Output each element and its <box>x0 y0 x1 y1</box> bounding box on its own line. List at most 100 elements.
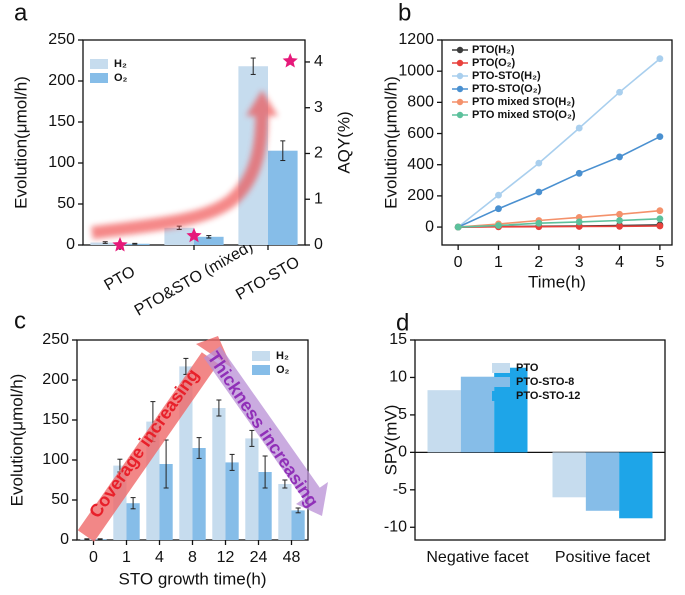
error-bar <box>262 455 268 489</box>
series-line <box>457 58 661 228</box>
bar <box>278 484 292 540</box>
bar <box>164 227 194 245</box>
x-tick-label: Positive facet <box>555 549 651 566</box>
y-tick-label: -5 <box>393 481 407 498</box>
y-tick-label: 600 <box>407 125 434 142</box>
y2-tick-label: 0 <box>314 236 323 253</box>
y2-tick-label: 4 <box>314 53 323 70</box>
x-tick-label: PTO&STO (mixed) <box>132 238 256 320</box>
y-tick-label: 5 <box>398 406 407 423</box>
trend-arrow <box>91 90 278 240</box>
y-tick-label: -10 <box>384 518 407 535</box>
arrow-head <box>246 90 278 116</box>
legend-marker <box>456 72 464 80</box>
bar <box>291 510 305 540</box>
data-point <box>616 88 623 96</box>
y-tick-label: 800 <box>407 94 434 111</box>
x-tick-label: 0 <box>454 254 463 271</box>
y-tick-label: 0 <box>398 444 407 461</box>
series-line <box>458 209 660 228</box>
legend-label: PTO(O₂) <box>472 57 516 69</box>
aqy-marker <box>112 237 128 252</box>
y-axis-label: Evolution(μmol/h) <box>381 76 400 209</box>
x-tick-label: 1 <box>122 549 131 566</box>
data-point <box>575 169 583 177</box>
bar <box>268 150 298 245</box>
bar <box>258 472 272 540</box>
legend-marker <box>456 98 464 106</box>
data-point <box>535 159 543 167</box>
x-tick-label: 0 <box>89 549 98 566</box>
legend-label: PTO-STO-12 <box>516 390 580 402</box>
arrow-head <box>296 482 328 516</box>
data-point <box>616 217 623 224</box>
y-tick-label: 250 <box>48 31 75 48</box>
legend-swatch <box>492 363 510 373</box>
thickness-arrow <box>203 346 328 516</box>
data-point <box>535 188 543 196</box>
y-tick-label: 400 <box>407 156 434 173</box>
x-tick-label: 2 <box>534 254 543 271</box>
y-tick-label: 10 <box>389 369 407 386</box>
plot-frame <box>414 339 666 541</box>
error-bar <box>196 437 202 459</box>
data-point <box>656 133 664 141</box>
y2-tick-label: 1 <box>314 190 323 207</box>
legend-marker <box>456 59 464 67</box>
error-bar <box>229 453 235 471</box>
y-tick-label: 250 <box>42 331 69 348</box>
x-tick-label: 5 <box>655 254 664 271</box>
legend-swatch <box>492 391 510 401</box>
x-tick-label: 1 <box>494 254 503 271</box>
x-tick-label: 48 <box>283 549 301 566</box>
y-tick-label: 0 <box>60 531 69 548</box>
y-tick-label: 1200 <box>398 31 434 48</box>
y2-tick-label: 2 <box>314 145 323 162</box>
data-point <box>656 215 664 223</box>
error-bar <box>130 497 136 510</box>
x-tick-label: Negative facet <box>426 549 529 566</box>
error-bar <box>295 507 301 514</box>
panel-label: a <box>14 0 28 26</box>
x-tick-label: 12 <box>217 549 235 566</box>
bar <box>225 462 239 540</box>
y-tick-label: 15 <box>389 331 407 348</box>
error-bar <box>280 140 286 162</box>
legend-swatch <box>90 73 108 83</box>
data-point <box>535 219 543 227</box>
data-point <box>495 222 502 229</box>
data-point <box>616 153 623 161</box>
panel-label: d <box>396 309 409 336</box>
y-tick-label: 150 <box>42 411 69 428</box>
plot-layer: a050100150200250Evolution(μmol/h)PTOPTO&… <box>7 0 673 588</box>
legend-label: H₂ <box>114 58 127 70</box>
x-tick-label: PTO-STO <box>233 254 303 304</box>
data-point <box>656 222 664 230</box>
error-bar <box>84 538 90 541</box>
data-point <box>454 223 462 231</box>
error-bar <box>102 241 108 244</box>
arrow-shaft <box>91 111 269 240</box>
data-point <box>495 205 502 213</box>
data-point <box>616 210 623 218</box>
aqy-marker <box>186 227 202 243</box>
legend-label: PTO-STO(H₂) <box>472 70 541 82</box>
x-axis-label: STO growth time(h) <box>118 569 266 588</box>
y2-axis-label: AQY(%) <box>334 111 353 173</box>
bar <box>552 452 586 498</box>
legend-label: PTO mixed STO(O₂) <box>472 109 576 121</box>
x-axis-label: Time(h) <box>528 272 586 291</box>
error-bar <box>250 57 256 75</box>
legend-marker <box>456 46 464 54</box>
legend-label: PTO-STO-8 <box>516 376 574 388</box>
legend-label: O₂ <box>276 364 290 376</box>
legend-label: PTO mixed STO(H₂) <box>472 96 575 108</box>
error-bar <box>249 429 255 447</box>
y-tick-label: 1000 <box>398 62 434 79</box>
y-tick-label: 0 <box>425 218 434 235</box>
error-bar <box>282 479 288 489</box>
y-tick-label: 150 <box>48 113 75 130</box>
series-line <box>458 225 660 228</box>
bar <box>427 390 461 453</box>
